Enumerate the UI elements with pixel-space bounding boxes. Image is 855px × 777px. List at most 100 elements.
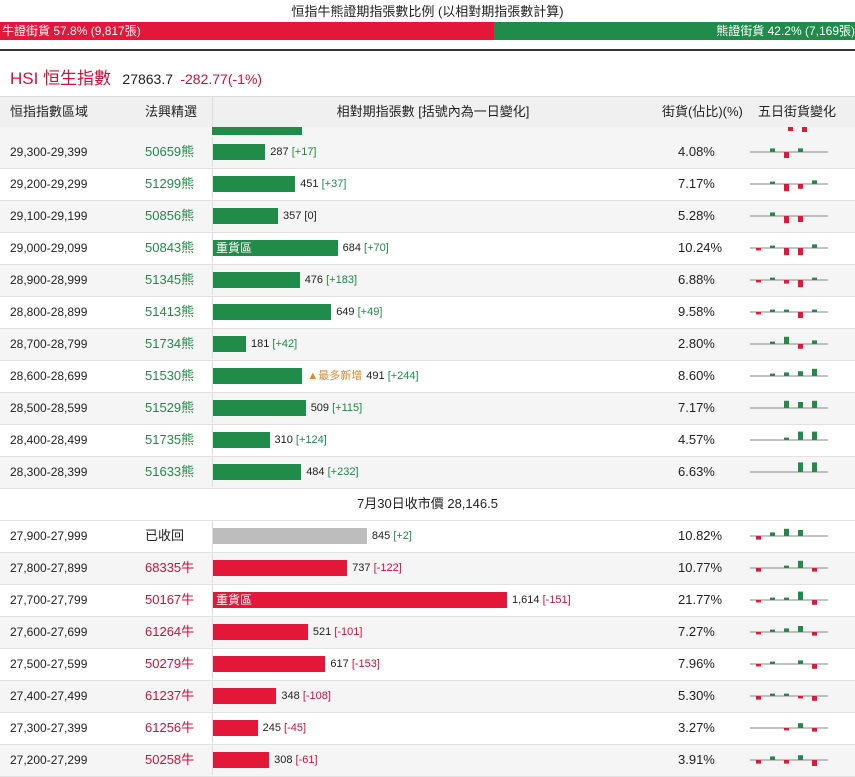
heavy-zone-label: 重貨區: [216, 593, 253, 607]
spark-bar: [770, 629, 775, 632]
warrant-code-link[interactable]: 50856熊: [145, 208, 195, 223]
index-range: 27,800-27,899: [10, 561, 88, 575]
spark-bar: [812, 277, 817, 280]
contracts-value: 1,614: [512, 594, 540, 606]
spark-bar: [784, 760, 789, 764]
index-name[interactable]: HSI 恒生指數: [10, 69, 112, 88]
spark-bar: [756, 312, 761, 315]
warrant-code-link[interactable]: 50167牛: [145, 592, 195, 607]
outstanding-bar: [213, 176, 296, 192]
bar-value: 308 [-61]: [274, 752, 317, 768]
warrant-code-link[interactable]: 已收回: [145, 528, 185, 543]
daily-change: [-122]: [373, 562, 402, 574]
warrant-code-link[interactable]: 50258牛: [145, 752, 195, 767]
warrant-code-link[interactable]: 51413熊: [145, 304, 195, 319]
outstanding-bar: [213, 560, 348, 576]
daily-change: [-101]: [334, 626, 363, 638]
spark-bar: [770, 693, 775, 696]
daily-change: [-45]: [284, 722, 307, 734]
bull-ratio-label: 牛證街貨 57.8% (9,817張): [2, 24, 141, 38]
spark-bar: [756, 600, 761, 603]
warrant-code-link[interactable]: 51734熊: [145, 336, 195, 351]
outstanding-pct: 7.17%: [678, 176, 715, 191]
table-row: 27,500-27,599 50279牛 617 [-153] 7.96%: [0, 649, 855, 681]
header-range: 恒指指數區域: [10, 104, 89, 119]
bar-value: 181 [+42]: [251, 336, 297, 352]
contracts-value: 451: [300, 178, 319, 190]
spark-bar: [756, 248, 761, 251]
spark-bar: [770, 245, 775, 248]
header-bar: 相對期指張數 [括號內為一日變化]: [212, 97, 653, 127]
warrant-code-link[interactable]: 51735熊: [145, 432, 195, 447]
bar-value: 509 [+115]: [311, 400, 363, 416]
spark-bar: [798, 462, 803, 472]
spark-bar: [784, 372, 789, 376]
daily-change: [+70]: [364, 242, 389, 254]
header-code: 法興精選: [145, 104, 198, 119]
outstanding-bar: [213, 624, 308, 640]
bar-value: 845 [+2]: [372, 528, 412, 544]
spark-bar: [798, 431, 803, 440]
bar-cell: 重貨區 1,614 [-151]: [212, 585, 653, 615]
warrant-code-link[interactable]: 51529熊: [145, 400, 195, 415]
spark-bar: [812, 664, 817, 669]
spark-bar: [798, 723, 803, 728]
warrant-code-link[interactable]: 51633熊: [145, 464, 195, 479]
bull-bear-ratio-bar: 牛證街貨 57.8% (9,817張) 熊證街貨 42.2% (7,169張): [0, 22, 855, 40]
table-row: 28,900-28,999 51345熊 476 [+183] 6.88%: [0, 265, 855, 297]
divider: [0, 49, 855, 51]
warrant-code-link[interactable]: 61264牛: [145, 624, 195, 639]
bar-value: 245 [-45]: [263, 720, 306, 736]
table-row: 27,200-27,299 50258牛 308 [-61] 3.91%: [0, 745, 855, 777]
index-change: -282.77(-1%): [180, 71, 263, 87]
spark-bar: [812, 309, 817, 312]
daily-change: [+17]: [291, 146, 317, 158]
spark-bar: [756, 664, 761, 667]
index-range: 28,600-28,699: [10, 369, 88, 383]
warrant-code-link[interactable]: 61237牛: [145, 688, 195, 703]
table-row: 28,500-28,599 51529熊 509 [+115] 7.17%: [0, 393, 855, 425]
five-day-sparkline: [750, 336, 828, 349]
index-range: 28,300-28,399: [10, 465, 88, 479]
warrant-code-link[interactable]: 51345熊: [145, 272, 195, 287]
page-title: 恒指牛熊證期指張數比例 (以相對期指張數計算): [291, 4, 564, 19]
warrant-code-link[interactable]: 50279牛: [145, 656, 195, 671]
contracts-value: 737: [352, 562, 371, 574]
index-range: 29,300-29,399: [10, 145, 88, 159]
table-row: 28,400-28,499 51735熊 310 [+124] 4.57%: [0, 425, 855, 457]
spark-bar: [812, 632, 817, 636]
bar-value: 310 [+124]: [275, 432, 327, 448]
spark-bar: [784, 309, 789, 312]
warrant-code-link[interactable]: 50843熊: [145, 240, 195, 255]
index-range: 29,200-29,299: [10, 177, 88, 191]
table-header: 恒指指數區域 法興精選 相對期指張數 [括號內為一日變化] 街貨(佔比)(%) …: [0, 96, 855, 128]
index-quote: HSI 恒生指數 27863.7 -282.77(-1%): [10, 64, 262, 89]
spark-bar: [784, 216, 789, 224]
five-day-sparkline: [750, 528, 828, 540]
spark-bar: [798, 312, 803, 318]
spark-bar: [756, 280, 761, 283]
table-row: 27,600-27,699 61264牛 521 [-101] 7.27%: [0, 617, 855, 649]
warrant-code-link[interactable]: 50659熊: [145, 144, 195, 159]
close-price-row: 7月30日收市價 28,146.5: [0, 489, 855, 521]
most-added-note: ▲最多新增: [307, 370, 363, 382]
contracts-value: 310: [274, 434, 293, 446]
bar-cell: 310 [+124]: [212, 425, 653, 455]
warrant-code-link[interactable]: 51299熊: [145, 176, 195, 191]
table-row: 28,300-28,399 51633熊 484 [+232] 6.63%: [0, 457, 855, 489]
warrant-code-link[interactable]: 51530熊: [145, 368, 195, 383]
spark-bar: [784, 693, 789, 696]
bar-value: 476 [+183]: [305, 272, 357, 288]
warrant-code-link[interactable]: 68335牛: [145, 560, 195, 575]
index-range: 28,400-28,499: [10, 433, 88, 447]
bar-cell: 509 [+115]: [212, 393, 653, 423]
five-day-sparkline: [750, 309, 828, 318]
warrant-code-link[interactable]: 61256牛: [145, 720, 195, 735]
spark-bar: [784, 528, 789, 536]
spark-bar: [812, 760, 817, 766]
five-day-sparkline: [750, 431, 828, 441]
contracts-value: 617: [330, 658, 349, 670]
outstanding-pct: 7.17%: [678, 400, 715, 415]
spark-bar: [756, 632, 761, 635]
bar-cell: 348 [-108]: [212, 681, 653, 711]
